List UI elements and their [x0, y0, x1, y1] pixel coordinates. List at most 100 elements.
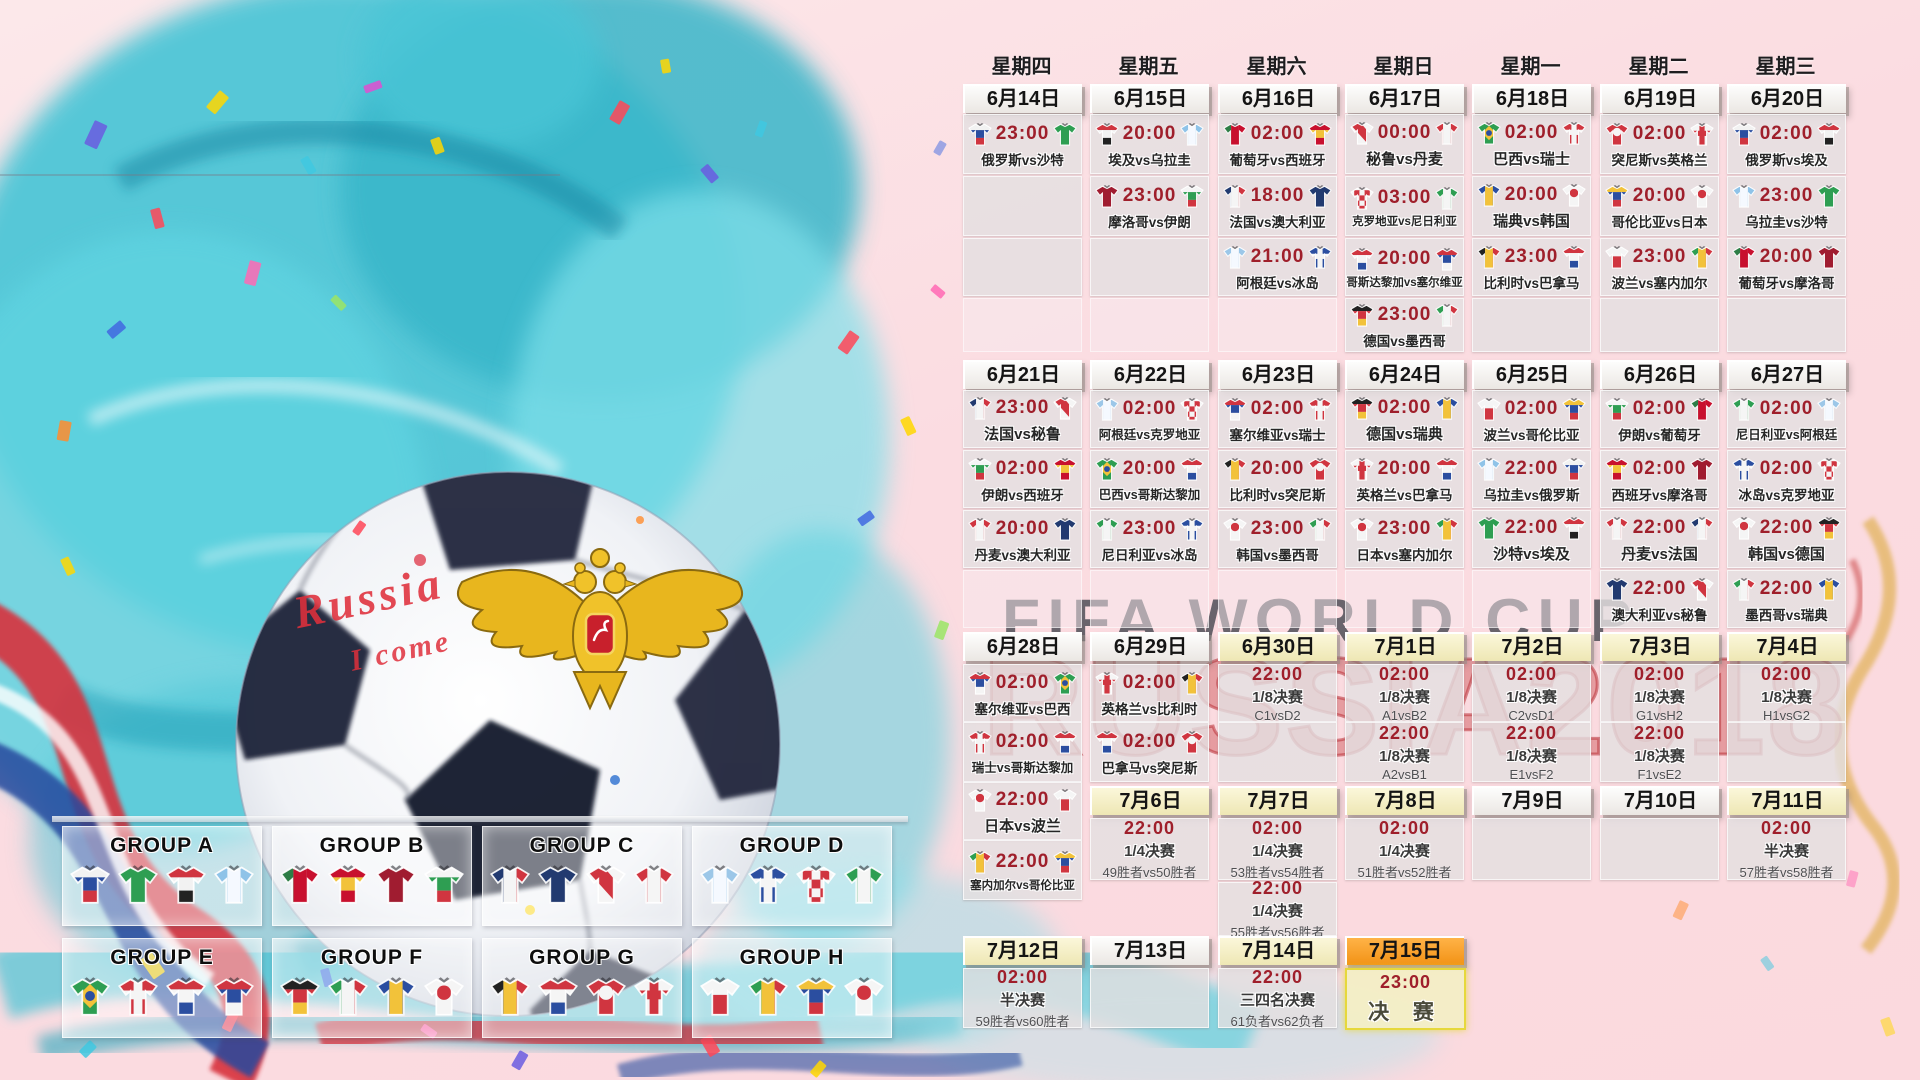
match-teams-label: 55胜者vs56胜者	[1230, 924, 1325, 940]
match-time: 18:00	[1250, 184, 1305, 206]
match-header: 02:00	[1731, 121, 1843, 147]
match-teams-label: C2vsD1	[1508, 707, 1555, 723]
team-jersey-icon	[1604, 456, 1630, 482]
team-jersey-icon	[1094, 396, 1120, 422]
match-teams-label: 哥伦比亚vs日本	[1611, 214, 1708, 230]
match-teams-label: 阿根廷vs克罗地亚	[1098, 428, 1201, 442]
team-jersey-icon	[212, 862, 256, 906]
team-jersey-icon	[326, 974, 370, 1018]
match-cell: 18:00 法国vs澳大利亚	[1218, 176, 1337, 236]
team-jersey-icon	[1434, 456, 1460, 482]
match-stage-label: 1/8决赛	[1634, 688, 1685, 706]
team-jersey-icon	[1052, 729, 1078, 755]
date-header: 6月30日	[1218, 632, 1337, 661]
team-jersey-icon	[1561, 515, 1587, 541]
match-teams-label: 冰岛vs克罗地亚	[1738, 487, 1835, 503]
groups-divider-bar	[52, 816, 908, 822]
date-header: 6月15日	[1090, 84, 1209, 113]
match-teams-label: 59胜者vs60胜者	[975, 1013, 1070, 1029]
team-jersey-icon	[794, 862, 838, 906]
group-title: GROUP E	[110, 946, 214, 969]
match-time: 02:00	[1504, 397, 1559, 419]
match-header: 02:00	[1604, 396, 1716, 422]
date-header: 6月19日	[1600, 84, 1719, 113]
team-jersey-icon	[164, 974, 208, 1018]
empty-cell	[1727, 298, 1846, 352]
match-time: 02:00	[1632, 122, 1687, 144]
match-teams-label: 尼日利亚vs冰岛	[1101, 547, 1198, 563]
match-cell: 20:00 葡萄牙vs摩洛哥	[1727, 238, 1846, 296]
group-jerseys-row	[483, 974, 681, 1018]
match-teams-label: 51胜者vs52胜者	[1357, 864, 1452, 880]
match-header: 23:00	[967, 121, 1079, 147]
match-time: 20:00	[1122, 122, 1177, 144]
match-header: 22:00	[1604, 576, 1716, 602]
group-panel: GROUP A	[62, 826, 262, 926]
match-teams-label: 英格兰vs巴拿马	[1356, 487, 1453, 503]
team-jersey-icon	[1816, 244, 1842, 270]
match-cell: 23:00 乌拉圭vs沙特	[1727, 176, 1846, 236]
empty-cell	[1472, 818, 1591, 880]
team-jersey-icon	[116, 862, 160, 906]
date-header: 6月14日	[963, 84, 1082, 113]
match-header: 22:00	[1604, 515, 1716, 541]
match-cell: 03:00 克罗地亚vs尼日利亚	[1345, 176, 1464, 236]
team-jersey-icon	[1052, 670, 1078, 696]
match-time: 02:00	[1250, 122, 1305, 144]
match-time: 23:00	[1250, 517, 1305, 539]
match-teams-label: 伊朗vs西班牙	[981, 487, 1064, 503]
knockout-cell: 22:00 1/8决赛 C1vsD2	[1218, 664, 1337, 723]
team-jersey-icon	[698, 862, 742, 906]
team-jersey-icon	[1349, 185, 1375, 211]
match-header: 18:00	[1222, 183, 1334, 209]
match-header: 20:00	[1349, 246, 1461, 272]
match-cell: 22:00 韩国vs德国	[1727, 510, 1846, 568]
match-teams-label: 比利时vs突尼斯	[1229, 487, 1326, 503]
team-jersey-icon	[488, 974, 532, 1018]
empty-cell	[1218, 570, 1337, 628]
match-header: 23:00	[967, 395, 1079, 421]
team-jersey-icon	[1222, 121, 1248, 147]
team-jersey-icon	[1689, 183, 1715, 209]
match-teams-label: 比利时vs巴拿马	[1483, 275, 1580, 291]
empty-cell	[963, 238, 1082, 296]
match-time: 02:00	[1378, 663, 1431, 684]
match-time: 23:00	[1122, 184, 1177, 206]
team-jersey-icon	[1179, 516, 1205, 542]
empty-cell	[1472, 570, 1591, 628]
date-header: 7月1日	[1345, 632, 1464, 661]
team-jersey-icon	[1307, 516, 1333, 542]
team-jersey-icon	[1179, 456, 1205, 482]
team-jersey-icon	[1689, 121, 1715, 147]
knockout-cell: 22:00 1/8决赛 F1vsE2	[1600, 722, 1719, 782]
match-stage-label: 1/4决赛	[1252, 842, 1303, 860]
team-jersey-icon	[1816, 183, 1842, 209]
weekday-label: 星期四	[991, 56, 1052, 78]
weekday-label: 星期五	[1118, 56, 1179, 78]
match-header: 20:00	[1094, 121, 1206, 147]
team-jersey-icon	[967, 516, 993, 542]
team-jersey-icon	[1476, 244, 1502, 270]
team-jersey-icon	[1052, 849, 1078, 875]
match-header: 02:00	[1604, 121, 1716, 147]
match-header: 02:00	[1222, 121, 1334, 147]
team-jersey-icon	[1816, 121, 1842, 147]
empty-cell	[1218, 298, 1337, 352]
date-header: 6月21日	[963, 360, 1082, 389]
team-jersey-icon	[1052, 516, 1078, 542]
team-jersey-icon	[967, 456, 993, 482]
match-cell: 22:00 墨西哥vs瑞典	[1727, 570, 1846, 628]
match-teams-label: E1vsF2	[1509, 766, 1554, 782]
team-jersey-icon	[536, 974, 580, 1018]
match-cell: 23:00 俄罗斯vs沙特	[963, 114, 1082, 174]
match-cell: 02:00 瑞士vs哥斯达黎加	[963, 722, 1082, 782]
match-teams-label: 塞尔维亚vs巴西	[974, 701, 1071, 717]
team-jersey-icon	[1094, 456, 1120, 482]
team-jersey-icon	[1434, 246, 1460, 272]
team-jersey-icon	[536, 862, 580, 906]
match-time: 20:00	[1759, 245, 1814, 267]
group-panel: GROUP D	[692, 826, 892, 926]
match-header: 20:00	[1222, 456, 1334, 482]
group-jerseys-row	[63, 974, 261, 1018]
